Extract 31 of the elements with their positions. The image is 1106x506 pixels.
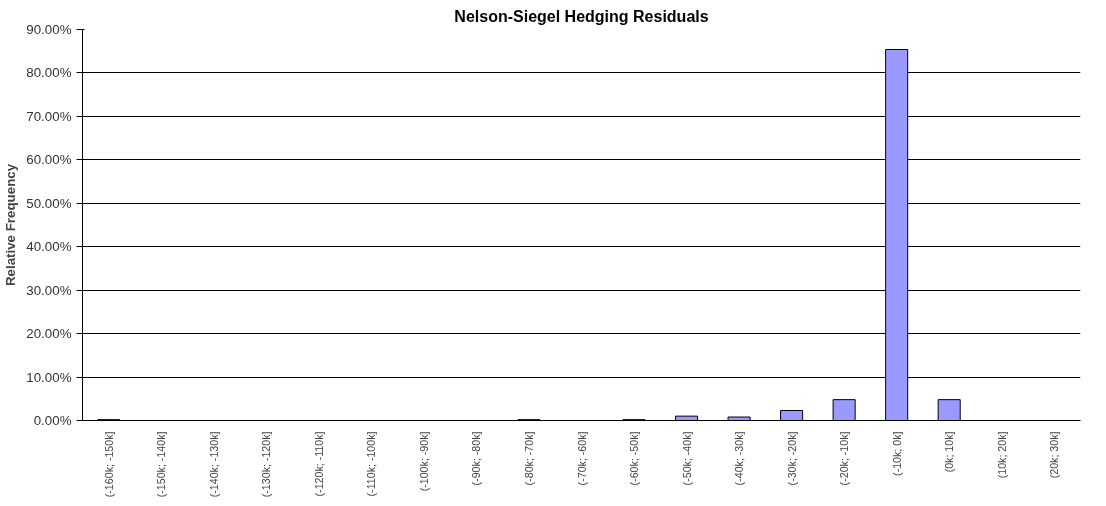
x-tick-label: (-10k; 0k]: [890, 431, 903, 476]
x-tick-label: (20k; 30k]: [1048, 431, 1061, 479]
x-tick-label: (-120k; -110k]: [312, 431, 325, 497]
x-tick-label: (0k; 10k]: [943, 431, 956, 473]
y-tick-label: 20.00%: [26, 326, 72, 342]
y-axis-title: Relative Frequency: [3, 163, 19, 287]
x-tick-label: (-100k; -90k]: [417, 431, 430, 492]
x-tick-label: (-150k; -140k]: [155, 431, 168, 498]
x-tick-label: (-90k; -80k]: [470, 431, 483, 486]
x-tick-label: (-40k; -30k]: [733, 431, 746, 486]
y-tick-label: 90.00%: [26, 22, 72, 37]
y-tick-label: 40.00%: [26, 239, 72, 255]
x-tick-label: (-50k; -40k]: [680, 431, 693, 486]
y-tick-label: 0.00%: [33, 413, 72, 428]
y-tick-label: 30.00%: [26, 282, 72, 298]
y-tick-label: 70.00%: [26, 108, 72, 124]
y-tick-label: 50.00%: [26, 195, 72, 211]
x-tick-label: (-160k; -150k]: [102, 431, 115, 498]
x-tick-label: (-110k; -100k]: [365, 431, 378, 497]
x-tick-label: (-20k; -10k]: [838, 431, 851, 486]
y-tick-label: 80.00%: [26, 65, 72, 81]
y-tick-label: 60.00%: [26, 152, 72, 168]
x-tick-label: (10k; 20k]: [995, 431, 1008, 479]
x-tick-label: (-80k; -70k]: [522, 431, 535, 486]
x-tick-label: (-60k; -50k]: [628, 431, 641, 486]
x-tick-label: (-130k; -120k]: [260, 431, 273, 498]
chart-title: Nelson-Siegel Hedging Residuals: [454, 7, 709, 25]
x-tick-label: (-70k; -60k]: [575, 431, 588, 486]
x-tick-label: (-140k; -130k]: [207, 431, 220, 498]
x-tick-label: (-30k; -20k]: [785, 431, 798, 486]
y-tick-label: 10.00%: [26, 369, 72, 385]
